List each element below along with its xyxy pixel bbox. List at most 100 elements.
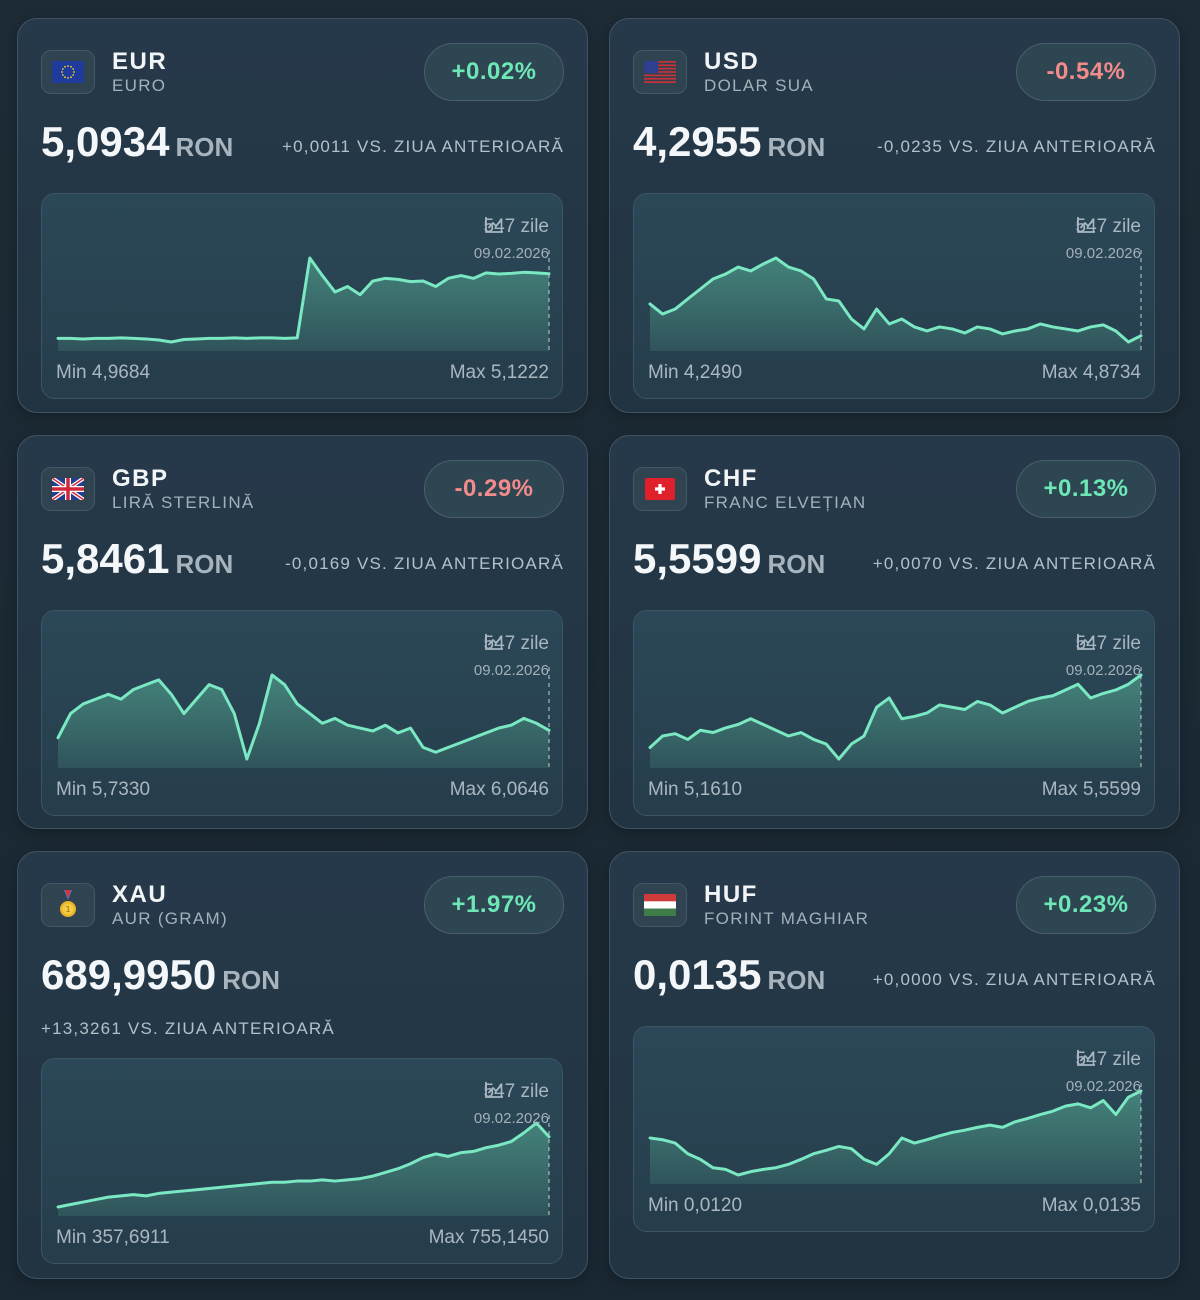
price: 4,2955 RON — [633, 118, 825, 176]
card-header: EUR EURO +0.02% — [41, 43, 564, 101]
price-row: 5,8461 RON -0,0169 VS. ZIUA ANTERIOARĂ — [41, 535, 564, 593]
change-badge: +1.97% — [424, 876, 564, 934]
card-header: 1 XAU AUR (GRAM) +1.97% — [41, 876, 564, 934]
chart-icon — [484, 634, 503, 650]
daily-delta: -0,0169 VS. ZIUA ANTERIOARĂ — [285, 554, 564, 573]
currency-card: USD DOLAR SUA -0.54% 4,2955 RON -0,0235 VS. Z… — [609, 18, 1180, 413]
currency-code: USD — [704, 48, 760, 75]
titles: USD DOLAR SUA — [704, 48, 1016, 96]
price-value: 5,0934 — [41, 118, 170, 165]
price-unit: RON — [175, 549, 234, 579]
change-badge: -0.29% — [424, 460, 564, 518]
sparkline-box: 547 zile 09.02.2026 Min 357,6911 Max 755,14… — [41, 1058, 563, 1264]
currency-name: AUR (GRAM) — [112, 909, 228, 928]
price-row: 0,0135 RON +0,0000 VS. ZIUA ANTERIOARĂ — [633, 951, 1156, 1009]
svg-text:1: 1 — [65, 905, 70, 914]
chart-icon — [484, 217, 503, 233]
max-label: Max 5,1222 — [449, 362, 549, 383]
card-header: GBP LIRĂ STERLINĂ -0.29% — [41, 460, 564, 518]
max-label: Max 6,0646 — [449, 779, 549, 800]
period: 547 zile — [1076, 1049, 1142, 1071]
sparkline-box: 547 zile 09.02.2026 Min 0,0120 Max 0,0135 — [633, 1026, 1155, 1232]
sparkline-box: 547 zile 09.02.2026 Min 4,2490 Max 4,8734 — [633, 193, 1155, 399]
price: 0,0135 RON — [633, 951, 825, 1009]
daily-delta: +0,0011 VS. ZIUA ANTERIOARĂ — [282, 137, 564, 156]
flag-icon — [41, 467, 95, 511]
sparkline-box: 547 zile 09.02.2026 Min 5,1610 Max 5,5599 — [633, 610, 1155, 816]
price-row: 5,0934 RON +0,0011 VS. ZIUA ANTERIOARĂ — [41, 118, 564, 176]
price-value: 0,0135 — [633, 951, 762, 998]
titles: HUF FORINT MAGHIAR — [704, 881, 1016, 929]
period: 547 zile — [484, 633, 550, 655]
sparkline-line — [56, 1121, 551, 1209]
card-header: USD DOLAR SUA -0.54% — [633, 43, 1156, 101]
price: 5,0934 RON — [41, 118, 233, 176]
min-label: Min 4,2490 — [648, 362, 743, 383]
flag-icon — [633, 467, 687, 511]
sparkline-line — [56, 673, 551, 761]
sparkline — [648, 250, 1143, 351]
sparkline-area — [650, 675, 1141, 768]
sparkline-line — [56, 256, 551, 344]
sparkline — [56, 667, 551, 768]
price-unit: RON — [222, 965, 280, 995]
currency-card: 1 XAU AUR (GRAM) +1.97% 689,9950 RON +13,3261 … — [17, 851, 588, 1279]
min-label: Min 0,0120 — [648, 1195, 743, 1216]
sparkline-area — [58, 675, 549, 768]
price: 689,9950 RON — [41, 951, 280, 1009]
sparkline-box: 547 zile 09.02.2026 Min 5,7330 Max 6,0646 — [41, 610, 563, 816]
change-badge: -0.54% — [1016, 43, 1156, 101]
currency-name: DOLAR SUA — [704, 76, 814, 95]
price-value: 689,9950 — [41, 951, 217, 998]
price-value: 5,5599 — [633, 535, 762, 582]
flag-icon: 1 — [41, 883, 95, 927]
chart-icon — [1076, 634, 1095, 650]
currency-code: HUF — [704, 881, 758, 908]
currency-name: EURO — [112, 76, 167, 95]
sparkline-box: 547 zile 09.02.2026 Min 4,9684 Max 5,1222 — [41, 193, 563, 399]
daily-delta: -0,0235 VS. ZIUA ANTERIOARĂ — [877, 137, 1156, 156]
currency-card: EUR EURO +0.02% 5,0934 RON +0,0011 VS. ZIUA A… — [17, 18, 588, 413]
daily-delta: +0,0000 VS. ZIUA ANTERIOARĂ — [872, 970, 1156, 989]
date-label: 09.02.2026 — [1065, 1078, 1141, 1095]
flag-icon — [633, 50, 687, 94]
sparkline — [648, 1083, 1143, 1184]
sparkline — [648, 667, 1143, 768]
chart-icon — [1076, 1050, 1095, 1066]
flag-icon — [41, 50, 95, 94]
price-row: 5,5599 RON +0,0070 VS. ZIUA ANTERIOARĂ — [633, 535, 1156, 593]
min-label: Min 5,7330 — [56, 779, 151, 800]
currency-code: GBP — [112, 465, 169, 492]
currency-card: CHF FRANC ELVEȚIAN +0.13% 5,5599 RON +0,0070 … — [609, 435, 1180, 829]
currency-code: EUR — [112, 48, 168, 75]
date-label: 09.02.2026 — [1065, 662, 1141, 679]
titles: CHF FRANC ELVEȚIAN — [704, 465, 1016, 513]
max-label: Max 5,5599 — [1041, 779, 1141, 800]
flag-icon — [633, 883, 687, 927]
price-unit: RON — [175, 132, 234, 162]
sparkline-area — [650, 1091, 1141, 1184]
change-badge: +0.23% — [1016, 876, 1156, 934]
daily-delta: +0,0070 VS. ZIUA ANTERIOARĂ — [872, 554, 1156, 573]
sparkline-line — [648, 673, 1143, 761]
currency-code: CHF — [704, 465, 758, 492]
date-label: 09.02.2026 — [473, 245, 549, 262]
price-value: 5,8461 — [41, 535, 170, 582]
min-label: Min 5,1610 — [648, 779, 743, 800]
card-header: HUF FORINT MAGHIAR +0.23% — [633, 876, 1156, 934]
titles: XAU AUR (GRAM) — [112, 881, 424, 929]
period: 547 zile — [484, 216, 550, 238]
sparkline — [56, 250, 551, 351]
period: 547 zile — [484, 1081, 550, 1103]
price-row: 689,9950 RON +13,3261 VS. ZIUA ANTERIOARĂ — [41, 951, 564, 1041]
currency-card: GBP LIRĂ STERLINĂ -0.29% 5,8461 RON -0,0169 V… — [17, 435, 588, 829]
currency-name: LIRĂ STERLINĂ — [112, 493, 255, 512]
sparkline-area — [650, 258, 1141, 351]
max-label: Max 4,8734 — [1041, 362, 1141, 383]
price: 5,5599 RON — [633, 535, 825, 593]
period: 547 zile — [1076, 633, 1142, 655]
max-label: Max 755,1450 — [428, 1227, 549, 1248]
currency-card: HUF FORINT MAGHIAR +0.23% 0,0135 RON +0,0000 … — [609, 851, 1180, 1279]
